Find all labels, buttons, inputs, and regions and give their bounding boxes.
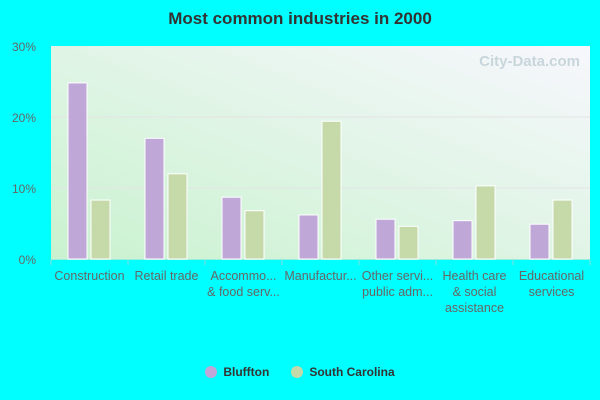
x-tick-label: Accommo... bbox=[211, 269, 277, 283]
x-tick-label: public adm... bbox=[362, 285, 433, 299]
bar-south-carolina bbox=[244, 210, 265, 260]
bar-bluffton bbox=[67, 82, 88, 260]
bar-south-carolina bbox=[552, 199, 573, 260]
bar-bluffton bbox=[375, 218, 396, 260]
bar-south-carolina bbox=[475, 185, 496, 260]
bar-south-carolina bbox=[398, 225, 419, 260]
watermark: City-Data.com bbox=[479, 53, 580, 70]
y-tick-label: 0% bbox=[19, 253, 37, 267]
y-tick-label: 30% bbox=[12, 40, 36, 54]
bar-bluffton bbox=[452, 220, 473, 260]
legend-item-south-carolina: South Carolina bbox=[291, 365, 395, 379]
x-tick-label: Manufactur... bbox=[284, 269, 356, 283]
plot-area bbox=[51, 46, 590, 259]
x-tick-label: Retail trade bbox=[135, 269, 199, 283]
x-tick-label: & social bbox=[453, 285, 497, 299]
x-tick-label: Health care bbox=[443, 269, 507, 283]
bar-south-carolina bbox=[90, 199, 111, 260]
legend: Bluffton South Carolina bbox=[0, 365, 600, 379]
y-tick-label: 20% bbox=[12, 111, 36, 125]
legend-item-bluffton: Bluffton bbox=[205, 365, 269, 379]
x-tick-label: services bbox=[529, 285, 575, 299]
legend-swatch bbox=[291, 366, 304, 378]
bar-bluffton bbox=[221, 196, 242, 260]
y-tick-label: 10% bbox=[12, 182, 36, 196]
x-tick-label: Construction bbox=[54, 269, 124, 283]
chart-title: Most common industries in 2000 bbox=[168, 9, 432, 28]
x-tick-label: Educational bbox=[519, 269, 584, 283]
bar-bluffton bbox=[144, 137, 165, 260]
legend-label: South Carolina bbox=[309, 365, 395, 379]
bar-south-carolina bbox=[167, 173, 188, 260]
legend-label: Bluffton bbox=[223, 365, 270, 379]
x-tick-label: Other servi... bbox=[362, 269, 434, 283]
x-tick-label: assistance bbox=[445, 301, 504, 315]
bar-bluffton bbox=[529, 223, 550, 260]
bar-south-carolina bbox=[321, 120, 342, 260]
legend-swatch bbox=[205, 366, 218, 378]
x-tick-label: & food serv... bbox=[207, 285, 280, 299]
bar-bluffton bbox=[298, 214, 319, 260]
